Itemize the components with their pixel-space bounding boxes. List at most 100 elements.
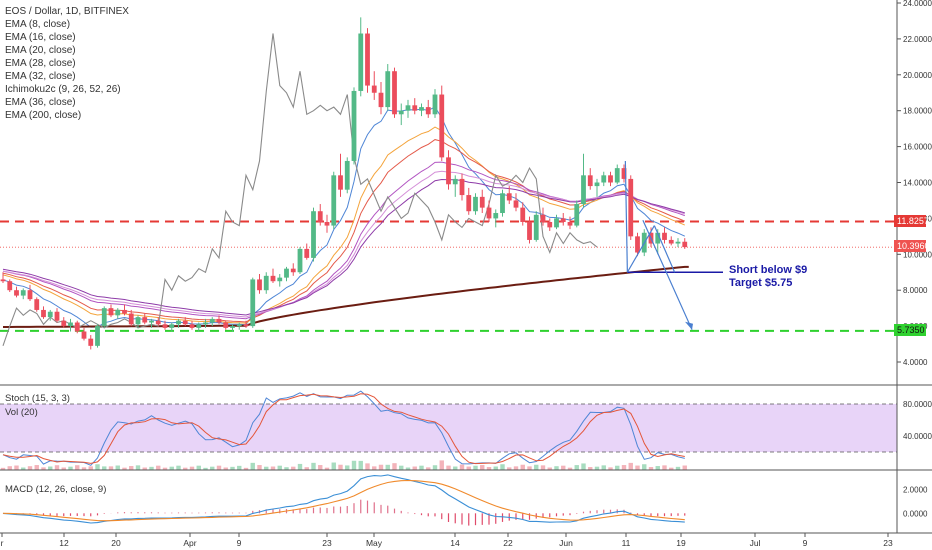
ema-200-line: [3, 265, 689, 328]
candle-body: [304, 248, 310, 258]
candle-body: [378, 92, 384, 108]
candle-body: [149, 320, 154, 323]
macd-histogram-bar: [150, 512, 153, 514]
macd-histogram-bar: [441, 513, 443, 520]
volume-bar: [196, 465, 201, 470]
macd-histogram-bar: [83, 513, 85, 517]
volume-bar: [540, 465, 546, 470]
candle-body: [574, 204, 580, 226]
volume-bar: [439, 460, 444, 470]
macd-histogram-bar: [252, 510, 254, 514]
candle-body: [425, 107, 431, 115]
volume-bar: [412, 466, 417, 470]
volume-bar: [628, 462, 633, 470]
macd-histogram-bar: [603, 509, 605, 514]
volume-bar: [210, 466, 215, 470]
macd-histogram-bar: [461, 513, 463, 525]
candle-body: [533, 214, 539, 240]
time-tick-label: 9: [237, 538, 242, 548]
time-tick-label: Jul: [750, 538, 761, 548]
candle-body: [230, 326, 235, 328]
study-ema-32: EMA (32, close): [5, 71, 76, 82]
macd-axis-label: 0.0000: [903, 509, 928, 518]
volume-bar: [399, 465, 404, 470]
candle-body: [371, 85, 377, 93]
volume-bar: [284, 467, 289, 470]
volume-bar: [149, 466, 154, 470]
vol-label: Vol (20): [5, 407, 38, 418]
volume-bar: [635, 465, 640, 470]
macd-histogram-bar: [346, 505, 348, 514]
candle-body: [68, 322, 73, 327]
price-tick-label: 4.0000: [903, 358, 928, 367]
volume-bar: [621, 465, 627, 470]
volume-bar: [156, 465, 161, 470]
macd-histogram-bar: [609, 509, 612, 514]
volume-bar: [594, 466, 600, 470]
macd-signal-line: [2, 479, 685, 522]
time-tick-label: Apr: [183, 538, 196, 548]
candle-body: [668, 239, 674, 244]
volume-bar: [7, 466, 12, 470]
volume-bar: [169, 466, 174, 470]
macd-histogram-bar: [663, 513, 666, 517]
volume-bar: [257, 465, 262, 470]
candle-body: [500, 193, 505, 214]
annotation-short: Short below $9: [729, 264, 808, 276]
macd-histogram-bar: [333, 506, 335, 514]
stoch-pane: [0, 390, 897, 470]
candle-body: [452, 178, 458, 185]
time-tick-label: 14: [450, 538, 460, 548]
candle-body: [317, 211, 323, 222]
candle-body: [34, 299, 40, 310]
candle-body: [277, 277, 283, 282]
candle-body: [338, 175, 343, 190]
macd-axis-label: 2.0000: [903, 486, 928, 495]
macd-histogram-bar: [42, 513, 45, 516]
stoch-axis-label: 40.0000: [903, 432, 932, 441]
pattern-line: [626, 225, 655, 273]
candle-body: [162, 324, 168, 328]
macd-histogram-bar: [272, 509, 274, 514]
volume-bar: [162, 467, 168, 470]
candle-body: [587, 175, 593, 187]
macd-histogram-bar: [427, 513, 429, 517]
macd-histogram-bar: [292, 509, 294, 514]
candle-body: [20, 290, 26, 296]
candle-body: [655, 232, 661, 244]
candle-body: [135, 317, 141, 325]
volume-bar: [655, 466, 660, 470]
candle-body: [628, 178, 634, 237]
study-ema-20: EMA (20, close): [5, 45, 76, 56]
macd-histogram-bar: [245, 512, 247, 514]
candle-body: [473, 196, 478, 212]
volume-bar: [480, 465, 485, 470]
macd-histogram-bar: [360, 499, 362, 514]
volume-bar: [324, 467, 330, 470]
macd-histogram-bar: [643, 513, 645, 516]
time-tick-label: 19: [676, 538, 686, 548]
macd-histogram-bar: [650, 513, 652, 517]
volume-bar: [662, 465, 667, 470]
volume-bar: [446, 465, 451, 470]
price-tick-label: 22.0000: [903, 35, 932, 44]
volume-bar: [250, 462, 255, 470]
macd-histogram-bar: [279, 509, 281, 514]
ichimoku-lagging-line: [2, 33, 598, 346]
volume-bar: [520, 464, 525, 470]
macd-histogram-bar: [407, 512, 409, 514]
volume-bar: [493, 466, 498, 470]
macd-histogram-bar: [555, 513, 558, 517]
macd-histogram-bar: [49, 513, 51, 516]
volume-bar: [574, 465, 579, 470]
volume-bar: [270, 466, 276, 470]
volume-bar: [297, 463, 303, 470]
macd-histogram-bar: [238, 512, 240, 514]
price-tick-label: 16.0000: [903, 143, 932, 152]
macd-histogram-bar: [393, 508, 396, 514]
volume-bar: [615, 465, 620, 470]
candle-body: [419, 107, 424, 111]
volume-bar: [108, 466, 114, 470]
price-tick-label: 18.0000: [903, 107, 932, 116]
